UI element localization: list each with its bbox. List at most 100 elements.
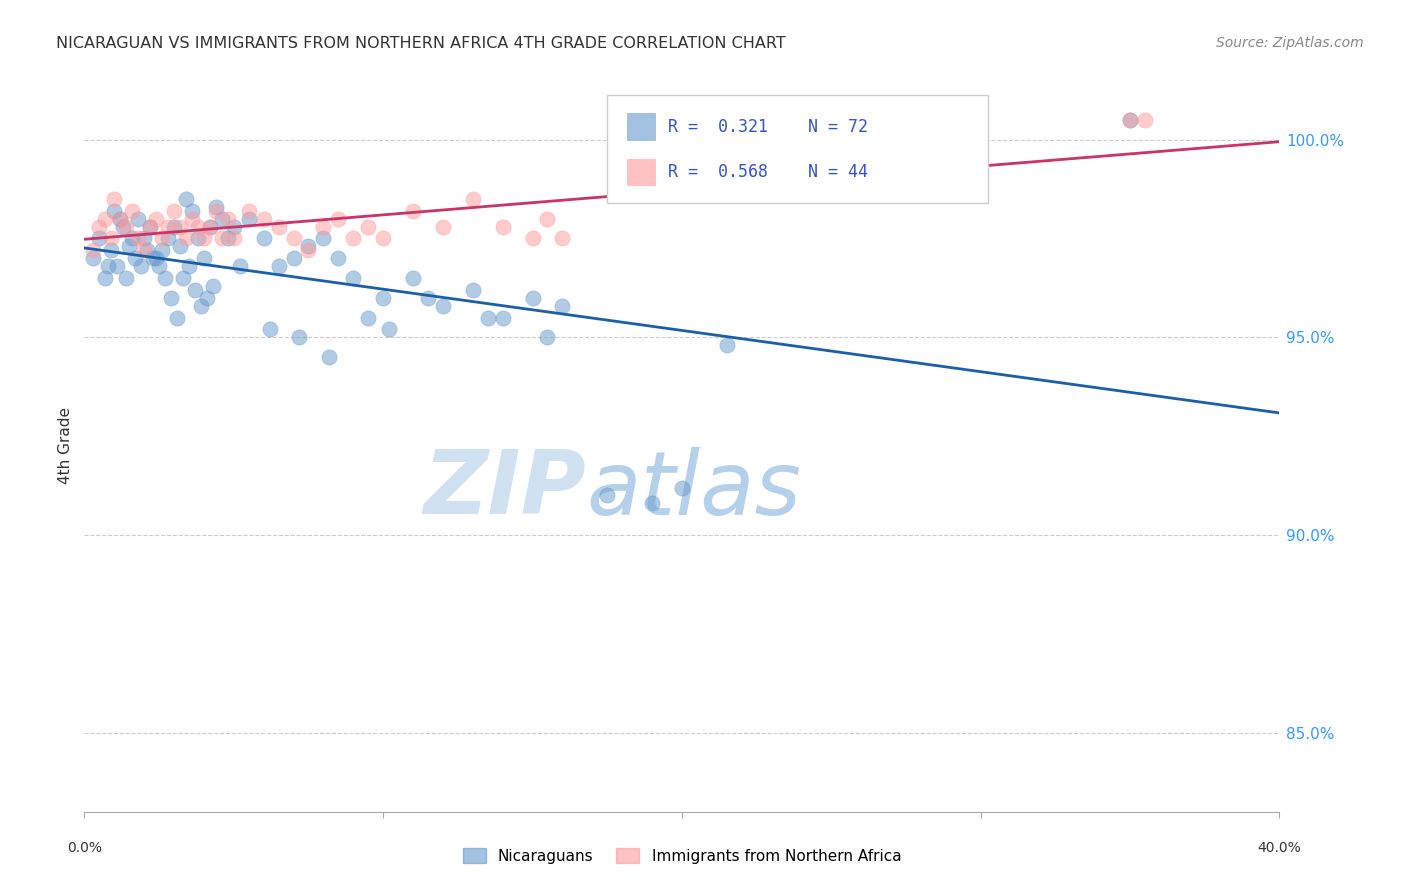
Point [551, 231, 574, 245]
Point [477, 310, 499, 325]
Point [297, 239, 319, 253]
Point [163, 203, 186, 218]
Point [145, 211, 167, 226]
Point [89, 231, 111, 245]
Point [402, 271, 425, 285]
Point [536, 211, 558, 226]
Point [229, 259, 252, 273]
Point [1119, 112, 1142, 127]
Point [297, 244, 319, 258]
Point [148, 259, 170, 273]
Point [211, 211, 233, 226]
Point [217, 231, 239, 245]
Point [121, 203, 143, 218]
Point [127, 231, 149, 245]
Point [551, 299, 574, 313]
Point [238, 211, 260, 226]
Point [157, 231, 180, 245]
Point [357, 219, 380, 234]
Text: R =  0.321    N = 72: R = 0.321 N = 72 [668, 118, 868, 136]
Point [121, 231, 143, 245]
Point [177, 259, 200, 273]
Text: atlas: atlas [586, 447, 801, 533]
Text: 0.0%: 0.0% [67, 841, 101, 855]
Text: Source: ZipAtlas.com: Source: ZipAtlas.com [1216, 36, 1364, 50]
Point [181, 203, 204, 218]
Point [127, 211, 149, 226]
Point [97, 259, 120, 273]
Point [253, 211, 276, 226]
Point [94, 271, 117, 285]
Point [432, 219, 454, 234]
Point [259, 322, 281, 336]
Point [378, 322, 401, 336]
Point [187, 219, 209, 234]
Point [110, 211, 132, 226]
Point [187, 231, 209, 245]
Point [522, 291, 544, 305]
Point [157, 219, 180, 234]
Point [492, 219, 515, 234]
Point [134, 244, 156, 258]
Point [205, 200, 228, 214]
Point [136, 244, 159, 258]
Point [267, 219, 290, 234]
Point [115, 219, 138, 234]
Point [238, 203, 260, 218]
Point [100, 231, 122, 245]
Point [169, 219, 191, 234]
Point [312, 231, 335, 245]
Point [181, 211, 204, 226]
Point [150, 231, 173, 245]
Point [150, 244, 173, 258]
Point [283, 231, 305, 245]
Point [205, 203, 228, 218]
Point [118, 239, 141, 253]
Point [461, 283, 484, 297]
Point [492, 310, 515, 325]
Point [217, 211, 239, 226]
Point [153, 271, 176, 285]
Point [139, 219, 162, 234]
Legend: Nicaraguans, Immigrants from Northern Africa: Nicaraguans, Immigrants from Northern Af… [457, 842, 907, 870]
Point [139, 219, 162, 234]
Point [103, 192, 125, 206]
Point [596, 488, 619, 502]
Point [461, 192, 484, 206]
Point [253, 231, 276, 245]
Point [100, 244, 122, 258]
Point [342, 231, 364, 245]
Point [222, 231, 245, 245]
Point [160, 291, 183, 305]
Point [716, 338, 738, 352]
Point [142, 251, 165, 265]
Point [201, 278, 224, 293]
Point [522, 231, 544, 245]
Point [94, 211, 117, 226]
Point [312, 219, 335, 234]
Point [328, 211, 350, 226]
Point [184, 283, 207, 297]
Point [671, 481, 693, 495]
Point [342, 271, 364, 285]
Point [190, 299, 212, 313]
Point [211, 231, 233, 245]
Point [112, 219, 135, 234]
Text: NICARAGUAN VS IMMIGRANTS FROM NORTHERN AFRICA 4TH GRADE CORRELATION CHART: NICARAGUAN VS IMMIGRANTS FROM NORTHERN A… [56, 36, 786, 51]
Point [193, 231, 215, 245]
Point [110, 211, 132, 226]
Text: R =  0.568    N = 44: R = 0.568 N = 44 [668, 163, 868, 181]
Point [169, 239, 191, 253]
Point [222, 219, 245, 234]
Point [1133, 112, 1156, 127]
Point [402, 203, 425, 218]
Point [103, 203, 125, 218]
Point [328, 251, 350, 265]
Text: ZIP: ZIP [423, 446, 586, 533]
Point [536, 330, 558, 344]
Point [172, 271, 194, 285]
Point [198, 219, 221, 234]
Point [166, 310, 188, 325]
Point [283, 251, 305, 265]
Point [318, 350, 340, 364]
